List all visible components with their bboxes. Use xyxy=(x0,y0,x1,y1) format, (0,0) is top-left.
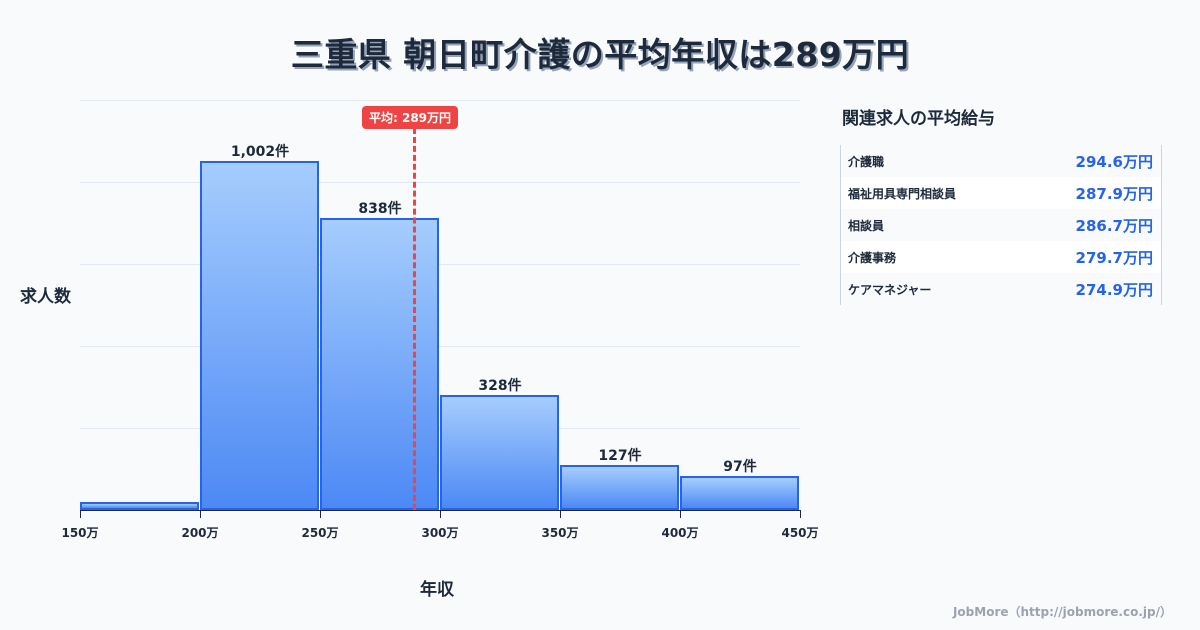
bar-200-250 xyxy=(200,161,319,510)
x-tick-label: 150万 xyxy=(61,526,99,540)
bar-value-label: 328件 xyxy=(478,378,522,394)
related-job-row: 介護事務 279.7万円 xyxy=(841,241,1161,273)
x-tick-label: 450万 xyxy=(781,526,819,540)
job-name: 介護職 xyxy=(848,154,885,169)
x-tick xyxy=(200,510,201,518)
job-salary: 274.9万円 xyxy=(1075,280,1153,299)
x-tick xyxy=(80,510,81,518)
bar-value-label: 127件 xyxy=(598,448,642,464)
gridline xyxy=(80,264,800,265)
gridline xyxy=(80,100,800,101)
related-job-row: 介護職 294.6万円 xyxy=(841,145,1161,177)
job-name: 介護事務 xyxy=(848,250,897,265)
x-tick-label: 200万 xyxy=(181,526,219,540)
histogram-chart: 1,002件 838件 328件 127件 97件 xyxy=(80,100,800,510)
x-tick-label: 300万 xyxy=(421,526,459,540)
bar-250-300 xyxy=(320,218,439,510)
related-jobs-table: 介護職 294.6万円 福祉用具専門相談員 287.9万円 相談員 286.7万… xyxy=(840,145,1162,305)
bar-value-label: 1,002件 xyxy=(230,144,290,160)
related-job-row: 福祉用具専門相談員 287.9万円 xyxy=(841,177,1161,209)
x-axis-label: 年収 xyxy=(420,580,454,600)
related-jobs-title: 関連求人の平均給与 xyxy=(842,109,995,129)
average-line xyxy=(413,128,416,510)
job-name: 相談員 xyxy=(848,218,885,233)
footer-credit: JobMore（http://jobmore.co.jp/） xyxy=(952,605,1172,619)
x-tick xyxy=(320,510,321,518)
average-badge: 平均: 289万円 xyxy=(362,106,459,129)
bar-300-350 xyxy=(440,395,559,510)
gridline xyxy=(80,346,800,347)
bar-value-label: 838件 xyxy=(358,201,402,217)
job-salary: 294.6万円 xyxy=(1075,152,1153,171)
x-tick xyxy=(680,510,681,518)
bar-350-400 xyxy=(560,465,679,510)
job-salary: 279.7万円 xyxy=(1075,248,1153,267)
bar-150-200 xyxy=(80,502,199,510)
gridline xyxy=(80,182,800,183)
job-name: 福祉用具専門相談員 xyxy=(848,186,957,201)
job-salary: 287.9万円 xyxy=(1075,184,1153,203)
related-job-row: ケアマネジャー 274.9万円 xyxy=(841,273,1161,305)
x-tick-label: 400万 xyxy=(661,526,699,540)
x-tick-label: 250万 xyxy=(301,526,339,540)
x-tick xyxy=(800,510,801,518)
x-tick xyxy=(440,510,441,518)
bar-value-label: 97件 xyxy=(723,459,757,475)
related-job-row: 相談員 286.7万円 xyxy=(841,209,1161,241)
x-tick-label: 350万 xyxy=(541,526,579,540)
job-salary: 286.7万円 xyxy=(1075,216,1153,235)
x-tick xyxy=(560,510,561,518)
job-name: ケアマネジャー xyxy=(848,282,932,297)
y-axis-label: 求人数 xyxy=(20,287,71,307)
page-title: 三重県 朝日町介護の平均年収は289万円 xyxy=(290,35,910,74)
bar-400-450 xyxy=(680,476,799,510)
